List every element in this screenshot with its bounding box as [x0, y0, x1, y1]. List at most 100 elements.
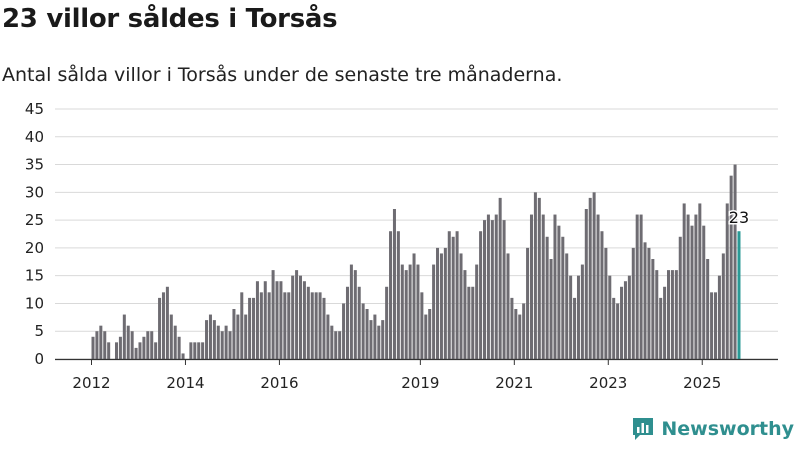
bar	[483, 220, 487, 359]
bar	[248, 297, 252, 359]
bar	[471, 286, 475, 359]
y-tick-label: 25	[25, 211, 44, 229]
bar	[220, 331, 224, 359]
bar	[502, 220, 506, 359]
bar	[651, 259, 655, 359]
bar	[428, 309, 432, 359]
bar	[514, 309, 518, 359]
bar	[357, 286, 361, 359]
bar	[592, 192, 596, 359]
highlight-data-label: 23	[729, 208, 749, 227]
bar	[244, 314, 248, 359]
brand-name: Newsworthy	[661, 418, 794, 440]
bar	[631, 247, 635, 359]
bar	[134, 347, 138, 359]
bar	[377, 325, 381, 359]
bar	[345, 286, 349, 359]
bar	[158, 297, 162, 359]
bar	[447, 231, 451, 359]
bar	[420, 292, 424, 359]
bar	[580, 264, 584, 359]
bar	[467, 286, 471, 359]
bar	[287, 292, 291, 359]
bar	[302, 281, 306, 359]
bar	[205, 320, 209, 359]
bar	[733, 164, 737, 359]
bar	[721, 253, 725, 359]
bar	[150, 331, 154, 359]
bar	[549, 259, 553, 359]
bar	[545, 236, 549, 359]
bar	[694, 214, 698, 359]
bar	[295, 270, 299, 359]
bar	[130, 331, 134, 359]
x-tick-label: 2025	[683, 374, 721, 392]
bar	[459, 253, 463, 359]
bar	[576, 275, 580, 359]
bar	[142, 336, 146, 359]
bar	[451, 236, 455, 359]
bar	[573, 297, 577, 359]
bar	[271, 270, 275, 359]
bar	[165, 286, 169, 359]
bar	[553, 214, 557, 359]
bar	[659, 297, 663, 359]
bar	[396, 231, 400, 359]
bar	[283, 292, 287, 359]
bar	[565, 253, 569, 359]
y-tick-label: 20	[25, 239, 44, 257]
bar	[439, 253, 443, 359]
bar	[342, 303, 346, 359]
bar	[267, 292, 271, 359]
bar	[91, 336, 95, 359]
x-tick-label: 2019	[401, 374, 439, 392]
bar	[275, 281, 279, 359]
bar	[314, 292, 318, 359]
bar	[208, 314, 212, 359]
bar	[486, 214, 490, 359]
bar	[639, 214, 643, 359]
bar	[138, 342, 142, 359]
bar	[126, 325, 130, 359]
bar	[490, 220, 494, 359]
bar	[686, 214, 690, 359]
bar	[389, 231, 393, 359]
bar	[725, 203, 729, 359]
bar	[224, 325, 228, 359]
bar	[682, 203, 686, 359]
bar	[338, 331, 342, 359]
y-tick-label: 5	[34, 322, 44, 340]
bar	[330, 325, 334, 359]
x-tick-label: 2016	[260, 374, 298, 392]
bar	[506, 253, 510, 359]
bar	[400, 264, 404, 359]
bar	[353, 270, 357, 359]
bar	[298, 275, 303, 359]
bar	[670, 270, 674, 359]
bar	[475, 264, 479, 359]
chart-subtitle: Antal sålda villor i Torsås under de sen…	[2, 64, 563, 86]
bar	[584, 209, 588, 359]
bar	[690, 225, 694, 359]
bar	[498, 197, 502, 359]
bar	[369, 320, 373, 359]
bar	[678, 236, 682, 359]
bar	[334, 331, 338, 359]
bar	[424, 314, 428, 359]
x-tick-label: 2021	[495, 374, 533, 392]
bar	[326, 314, 330, 359]
bar	[177, 336, 181, 359]
bar	[643, 242, 647, 359]
bar	[161, 292, 165, 359]
bar	[404, 270, 408, 359]
bar	[620, 286, 624, 359]
bar	[173, 325, 177, 359]
chart-title: 23 villor såldes i Torsås	[2, 4, 338, 34]
bar	[608, 275, 612, 359]
bar	[310, 292, 314, 359]
bar	[647, 247, 651, 359]
bar	[146, 331, 150, 359]
bar	[604, 247, 608, 359]
bar	[216, 325, 220, 359]
